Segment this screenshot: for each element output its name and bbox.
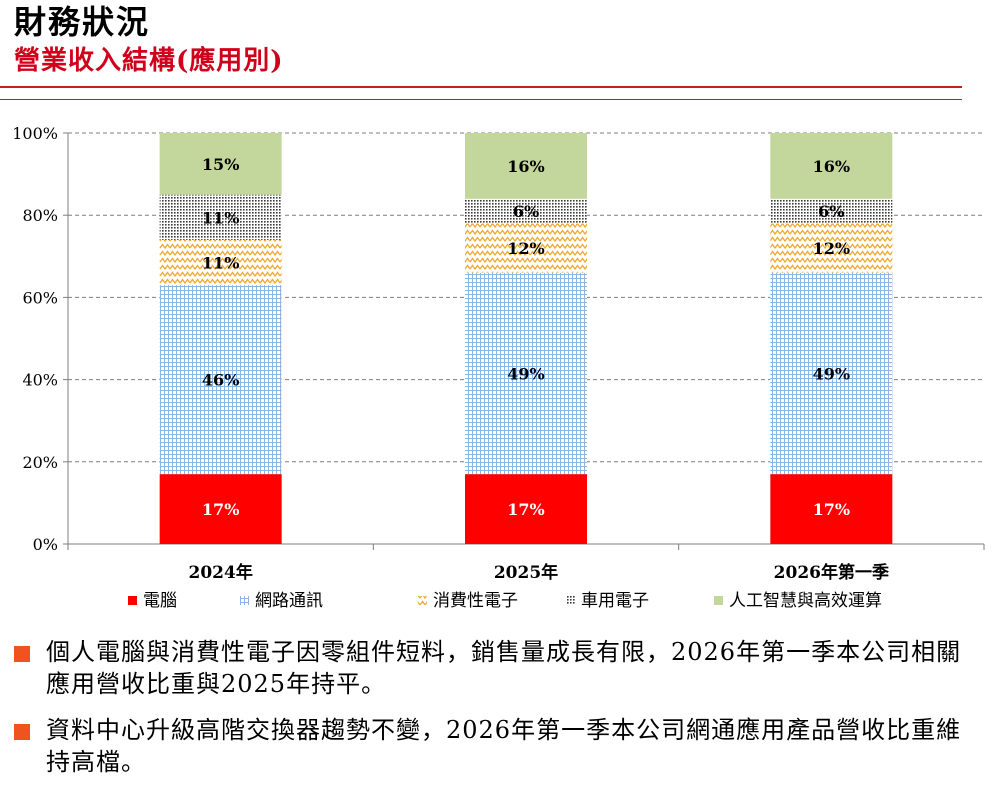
bar-segment — [465, 198, 587, 224]
y-tick-label: 40% — [22, 371, 58, 390]
header-divider-thick — [0, 86, 962, 88]
data-label: 46% — [202, 371, 239, 390]
data-label: 17% — [202, 500, 239, 519]
bullet-text: 資料中心升級高階交換器趨勢不變，2026年第一季本公司網通應用產品營收比重維持高… — [46, 716, 962, 776]
bullet-item: 資料中心升級高階交換器趨勢不變，2026年第一季本公司網通應用產品營收比重維持高… — [14, 714, 984, 778]
bullet-square-icon — [14, 724, 30, 740]
x-category-label: 2024年 — [189, 562, 253, 583]
bar-segment — [159, 239, 282, 286]
x-category-label: 2025年 — [494, 562, 558, 583]
page-title: 財務狀況 — [14, 3, 151, 41]
bullet-item: 個人電腦與消費性電子因零組件短料，銷售量成長有限，2026年第一季本公司相關應用… — [14, 636, 984, 700]
data-label: 15% — [202, 155, 239, 174]
data-label: 16% — [813, 157, 850, 176]
x-category-label: 2026年第一季 — [774, 562, 889, 583]
legend-swatch — [418, 596, 427, 605]
y-tick-label: 20% — [22, 453, 58, 472]
y-tick-label: 60% — [22, 288, 58, 307]
data-label: 49% — [813, 364, 850, 383]
bar-segment — [770, 272, 893, 475]
data-label: 17% — [507, 500, 544, 519]
data-label: 49% — [507, 364, 544, 383]
bar-segment — [770, 198, 893, 224]
legend-label: 車用電子 — [581, 591, 649, 611]
bar-segment — [770, 474, 893, 544]
bar-segment — [159, 285, 282, 475]
bar-segment — [159, 133, 282, 195]
bar-segment — [465, 223, 587, 273]
bar-segment — [159, 474, 282, 544]
data-label: 6% — [513, 202, 539, 221]
bar-segment — [465, 272, 587, 475]
data-label: 12% — [813, 239, 850, 258]
legend-label: 網路通訊 — [255, 591, 323, 611]
data-label: 6% — [818, 202, 844, 221]
bar-segment — [159, 194, 282, 240]
legend-swatch — [566, 596, 575, 605]
y-tick-label: 80% — [22, 206, 58, 225]
legend-label: 電腦 — [143, 591, 177, 611]
bar-segment — [770, 133, 893, 199]
legend-swatch — [240, 596, 249, 605]
bar-segment — [465, 474, 587, 544]
header-divider-thin — [0, 99, 962, 100]
revenue-structure-chart: 0% 20% 40% 60% 80% 100% 17% 46% 11% 11% 15% 2024年 17… — [12, 124, 985, 611]
data-label: 12% — [507, 239, 544, 258]
legend-swatch — [128, 596, 137, 605]
data-label: 11% — [202, 253, 239, 272]
data-label: 17% — [813, 500, 850, 519]
bullet-text: 個人電腦與消費性電子因零組件短料，銷售量成長有限，2026年第一季本公司相關應用… — [46, 638, 962, 698]
y-tick-label: 100% — [12, 124, 58, 143]
data-label: 11% — [202, 208, 239, 227]
y-tick-label: 0% — [33, 535, 58, 554]
bullet-square-icon — [14, 646, 30, 662]
data-label: 16% — [507, 157, 544, 176]
legend-label: 人工智慧與高效運算 — [729, 591, 882, 611]
bar-segment — [465, 133, 587, 199]
legend-swatch — [714, 596, 723, 605]
page-subtitle: 營業收入結構(應用別) — [14, 46, 284, 76]
legend-label: 消費性電子 — [433, 591, 518, 611]
bullet-list: 個人電腦與消費性電子因零組件短料，銷售量成長有限，2026年第一季本公司相關應用… — [14, 636, 984, 792]
bar-segment — [770, 223, 893, 273]
